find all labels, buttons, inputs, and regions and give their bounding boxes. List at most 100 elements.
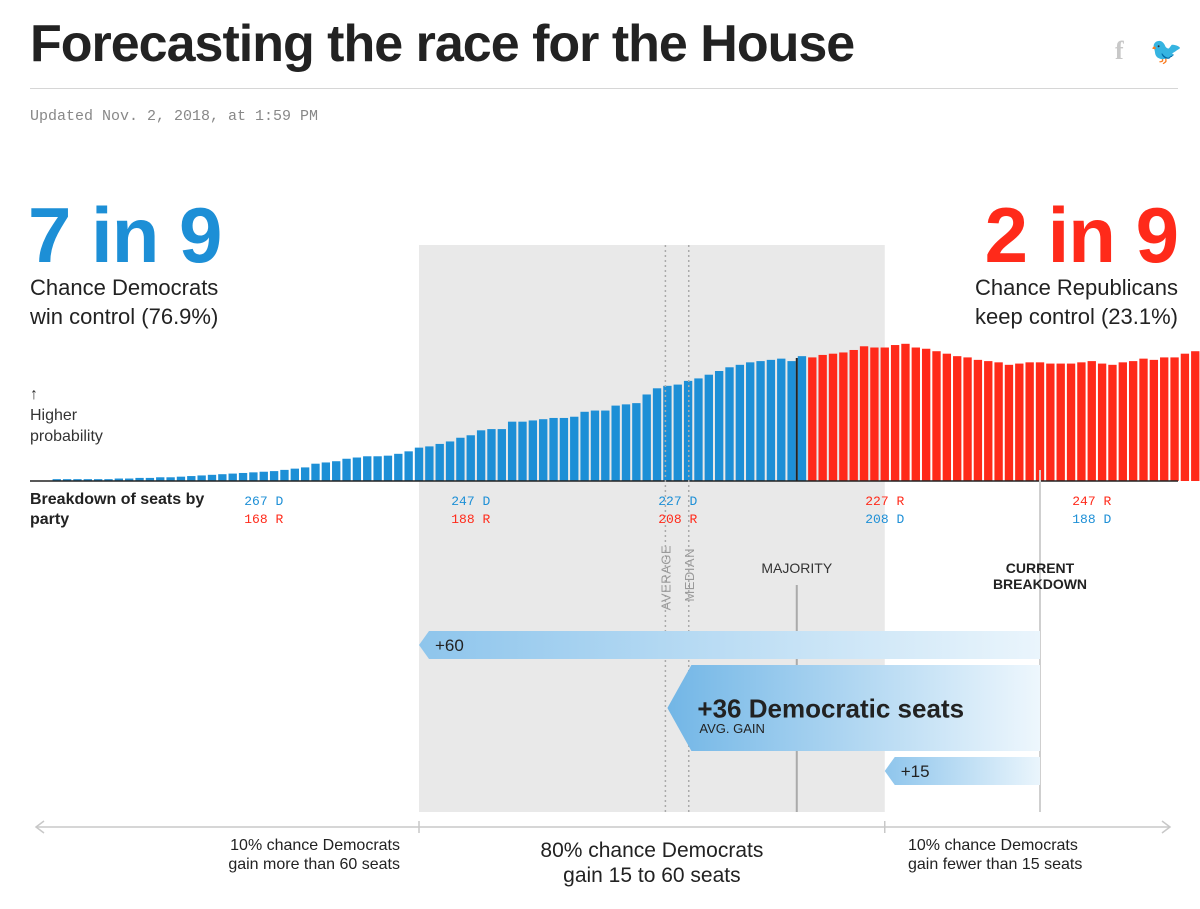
range-arrow-0 <box>419 631 1040 659</box>
bar-gain-17 <box>859 346 869 481</box>
average-label: AVERAGE <box>658 545 673 610</box>
bar-gain-83 <box>176 476 186 481</box>
bar-gain-6 <box>973 359 983 481</box>
bar-gain--8 <box>1118 362 1127 481</box>
bar-gain-33 <box>694 378 703 481</box>
bar-gain-39 <box>632 403 641 481</box>
bar-gain-80 <box>207 474 217 481</box>
bar-gain-66 <box>352 457 362 481</box>
bar-gain-68 <box>332 461 341 481</box>
bar-gain-42 <box>601 410 610 481</box>
bar-gain-45 <box>570 416 579 481</box>
bottom-left-line2: gain more than 60 seats <box>228 856 400 873</box>
bar-gain-37 <box>652 388 662 481</box>
bar-gain-71 <box>300 467 310 481</box>
bar-gain-88 <box>125 478 134 481</box>
bar-gain-5 <box>984 361 993 481</box>
bar-gain-27 <box>756 361 765 481</box>
bottom-right-line2: gain fewer than 15 seats <box>908 856 1082 873</box>
bar-gain-32 <box>704 374 713 481</box>
bar-gain--2 <box>1056 363 1065 481</box>
bottom-axis-left-arrow <box>34 820 45 834</box>
bar-gain-51 <box>507 421 517 481</box>
bar-gain--12 <box>1160 357 1169 481</box>
bar-gain-78 <box>228 473 237 481</box>
bar-gain--10 <box>1139 358 1148 481</box>
bar-gain-14 <box>890 345 900 481</box>
bottom-axis-right-arrow <box>1161 820 1172 834</box>
bar-gain-89 <box>114 478 124 481</box>
bar-gain-82 <box>187 476 196 481</box>
bar-gain-69 <box>321 462 331 481</box>
bar-gain-0 <box>1035 362 1045 481</box>
bar-gain-23 <box>797 356 807 481</box>
updated-timestamp: Updated Nov. 2, 2018, at 1:59 PM <box>30 108 319 125</box>
democrat-caption-line1: Chance Democrats <box>30 275 219 300</box>
bar-gain-55 <box>466 435 475 481</box>
page-title: Forecasting the race for the House <box>30 15 855 73</box>
bar-gain-30 <box>725 367 734 481</box>
bar-gain-7 <box>963 357 972 481</box>
bar-gain-38 <box>642 394 651 481</box>
bar-gain-20 <box>828 353 838 481</box>
bar-gain-46 <box>559 417 569 481</box>
bar-gain-77 <box>238 472 248 481</box>
median-label: MEDIAN <box>682 548 697 602</box>
tick-2-bottom: 208 R <box>658 512 697 527</box>
bar-gain-48 <box>539 419 548 481</box>
bar-gain-26 <box>766 359 776 481</box>
bar-gain-35 <box>673 384 682 481</box>
bar-gain-2 <box>1015 363 1024 481</box>
bar-gain-49 <box>528 420 538 481</box>
tick-0-top: 267 D <box>244 494 283 509</box>
bar-gain-25 <box>777 358 786 481</box>
bar-gain--4 <box>1077 362 1086 481</box>
bar-gain-58 <box>435 443 444 481</box>
bar-gain-94 <box>62 479 72 481</box>
bar-gain-92 <box>83 479 92 481</box>
bar-gain-50 <box>518 421 527 481</box>
bottom-right-line1: 10% chance Democrats <box>908 837 1078 854</box>
bar-gain-16 <box>870 347 879 481</box>
bar-gain-12 <box>911 347 920 481</box>
bar-gain-24 <box>787 361 796 481</box>
bar-gain--11 <box>1149 359 1159 481</box>
tick-0-bottom: 168 R <box>244 512 283 527</box>
bar-gain-9 <box>942 353 952 481</box>
bar-gain-52 <box>497 429 506 481</box>
bar-gain-74 <box>269 471 279 481</box>
tick-3-top: 227 R <box>865 494 904 509</box>
twitter-icon[interactable]: 🐦 <box>1150 36 1183 66</box>
bar-gain-4 <box>994 362 1003 481</box>
majority-label: MAJORITY <box>761 560 832 576</box>
bar-gain-11 <box>921 348 931 481</box>
range-arrow-1 <box>667 665 1040 751</box>
bar-gain-76 <box>249 472 258 481</box>
bar-gain-40 <box>621 404 631 481</box>
current-label-line2: BREAKDOWN <box>993 576 1087 592</box>
bar-gain-1 <box>1025 362 1034 481</box>
bar-gain-65 <box>363 456 372 481</box>
bar-gain--1 <box>1046 363 1055 481</box>
bar-gain-91 <box>93 479 103 481</box>
bar-gain--5 <box>1087 361 1096 481</box>
facebook-icon[interactable]: f <box>1115 36 1124 65</box>
bar-gain-31 <box>714 371 724 481</box>
bar-gain-79 <box>218 474 227 481</box>
higher-probability-label: ↑ Higher probability <box>30 384 103 447</box>
tick-4-top: 247 R <box>1072 494 1111 509</box>
republican-odds-caption: Chance Republicans keep control (23.1%) <box>975 273 1178 331</box>
bar-gain-36 <box>663 385 672 481</box>
bottom-mid-line1: 80% chance Democrats <box>540 839 763 862</box>
up-arrow-icon: ↑ <box>30 386 38 403</box>
bar-gain-81 <box>197 475 206 481</box>
bar-gain-62 <box>394 453 403 481</box>
bar-gain-84 <box>166 477 175 481</box>
avg-gain-sublabel: AVG. GAIN <box>699 721 765 736</box>
bar-gain--13 <box>1170 357 1179 481</box>
bottom-left-line1: 10% chance Democrats <box>230 837 400 854</box>
bar-gain--14 <box>1180 353 1190 481</box>
bar-gain-41 <box>611 405 620 481</box>
current-label-line1: CURRENT <box>1006 560 1075 576</box>
